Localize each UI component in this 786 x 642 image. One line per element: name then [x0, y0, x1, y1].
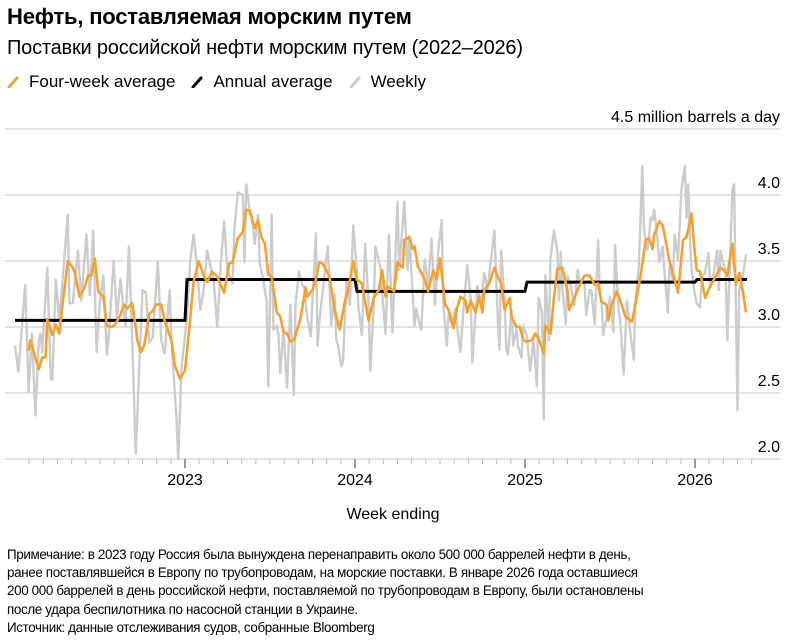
x-axis-title: Week ending — [346, 506, 439, 523]
legend-label: Weekly — [370, 72, 426, 91]
y-tick-label: 2.5 — [758, 373, 780, 390]
x-tick-label: 2024 — [337, 472, 373, 489]
footnote-line: после удара беспилотника по насосной ста… — [7, 601, 358, 617]
source-line: Источник: данные отслеживания судов, соб… — [7, 619, 375, 635]
orange-line-swatch-icon — [7, 76, 19, 88]
y-tick-label: 4.5 million barrels a day — [611, 109, 780, 126]
four-week-average-series-line — [27, 208, 748, 380]
footnote-line: 200 000 баррелей в день российской нефти… — [7, 583, 644, 599]
gray-line-swatch-icon — [349, 76, 361, 88]
weekly-series-line — [13, 164, 748, 461]
footnote-line: Примечание: в 2023 году Россия была выну… — [7, 547, 631, 562]
y-tick-label: 3.0 — [758, 307, 780, 324]
annual-average-series-line — [15, 278, 747, 322]
legend-label: Annual average — [213, 72, 333, 91]
legend-item-four-week-average: Four-week average — [7, 72, 175, 92]
legend-item-annual-average: Annual average — [191, 72, 333, 92]
footnote-line: ранее поставлявшейся в Европу по трубопр… — [7, 565, 638, 581]
line-chart: 2.0 2.5 3.0 3.5 4.0 4.5 million barrels a day… — [5, 109, 780, 523]
x-tick-label: 2026 — [677, 472, 713, 489]
legend: Four-week average Annual average Weekly — [7, 72, 442, 92]
black-line-swatch-icon — [191, 76, 203, 88]
legend-label: Four-week average — [29, 72, 176, 91]
legend-item-weekly: Weekly — [349, 72, 426, 92]
x-tick-label: 2025 — [507, 472, 543, 489]
chart-subtitle: Поставки российской нефти морским путем … — [7, 37, 523, 59]
footnote: Примечание: в 2023 году Россия была выну… — [7, 546, 644, 637]
y-tick-label: 4.0 — [758, 175, 780, 192]
chart-title: Нефть, поставляемая морским путем — [7, 4, 412, 29]
x-tick-label: 2023 — [167, 472, 203, 489]
y-tick-label: 3.5 — [758, 241, 780, 258]
y-tick-label: 2.0 — [758, 439, 780, 456]
